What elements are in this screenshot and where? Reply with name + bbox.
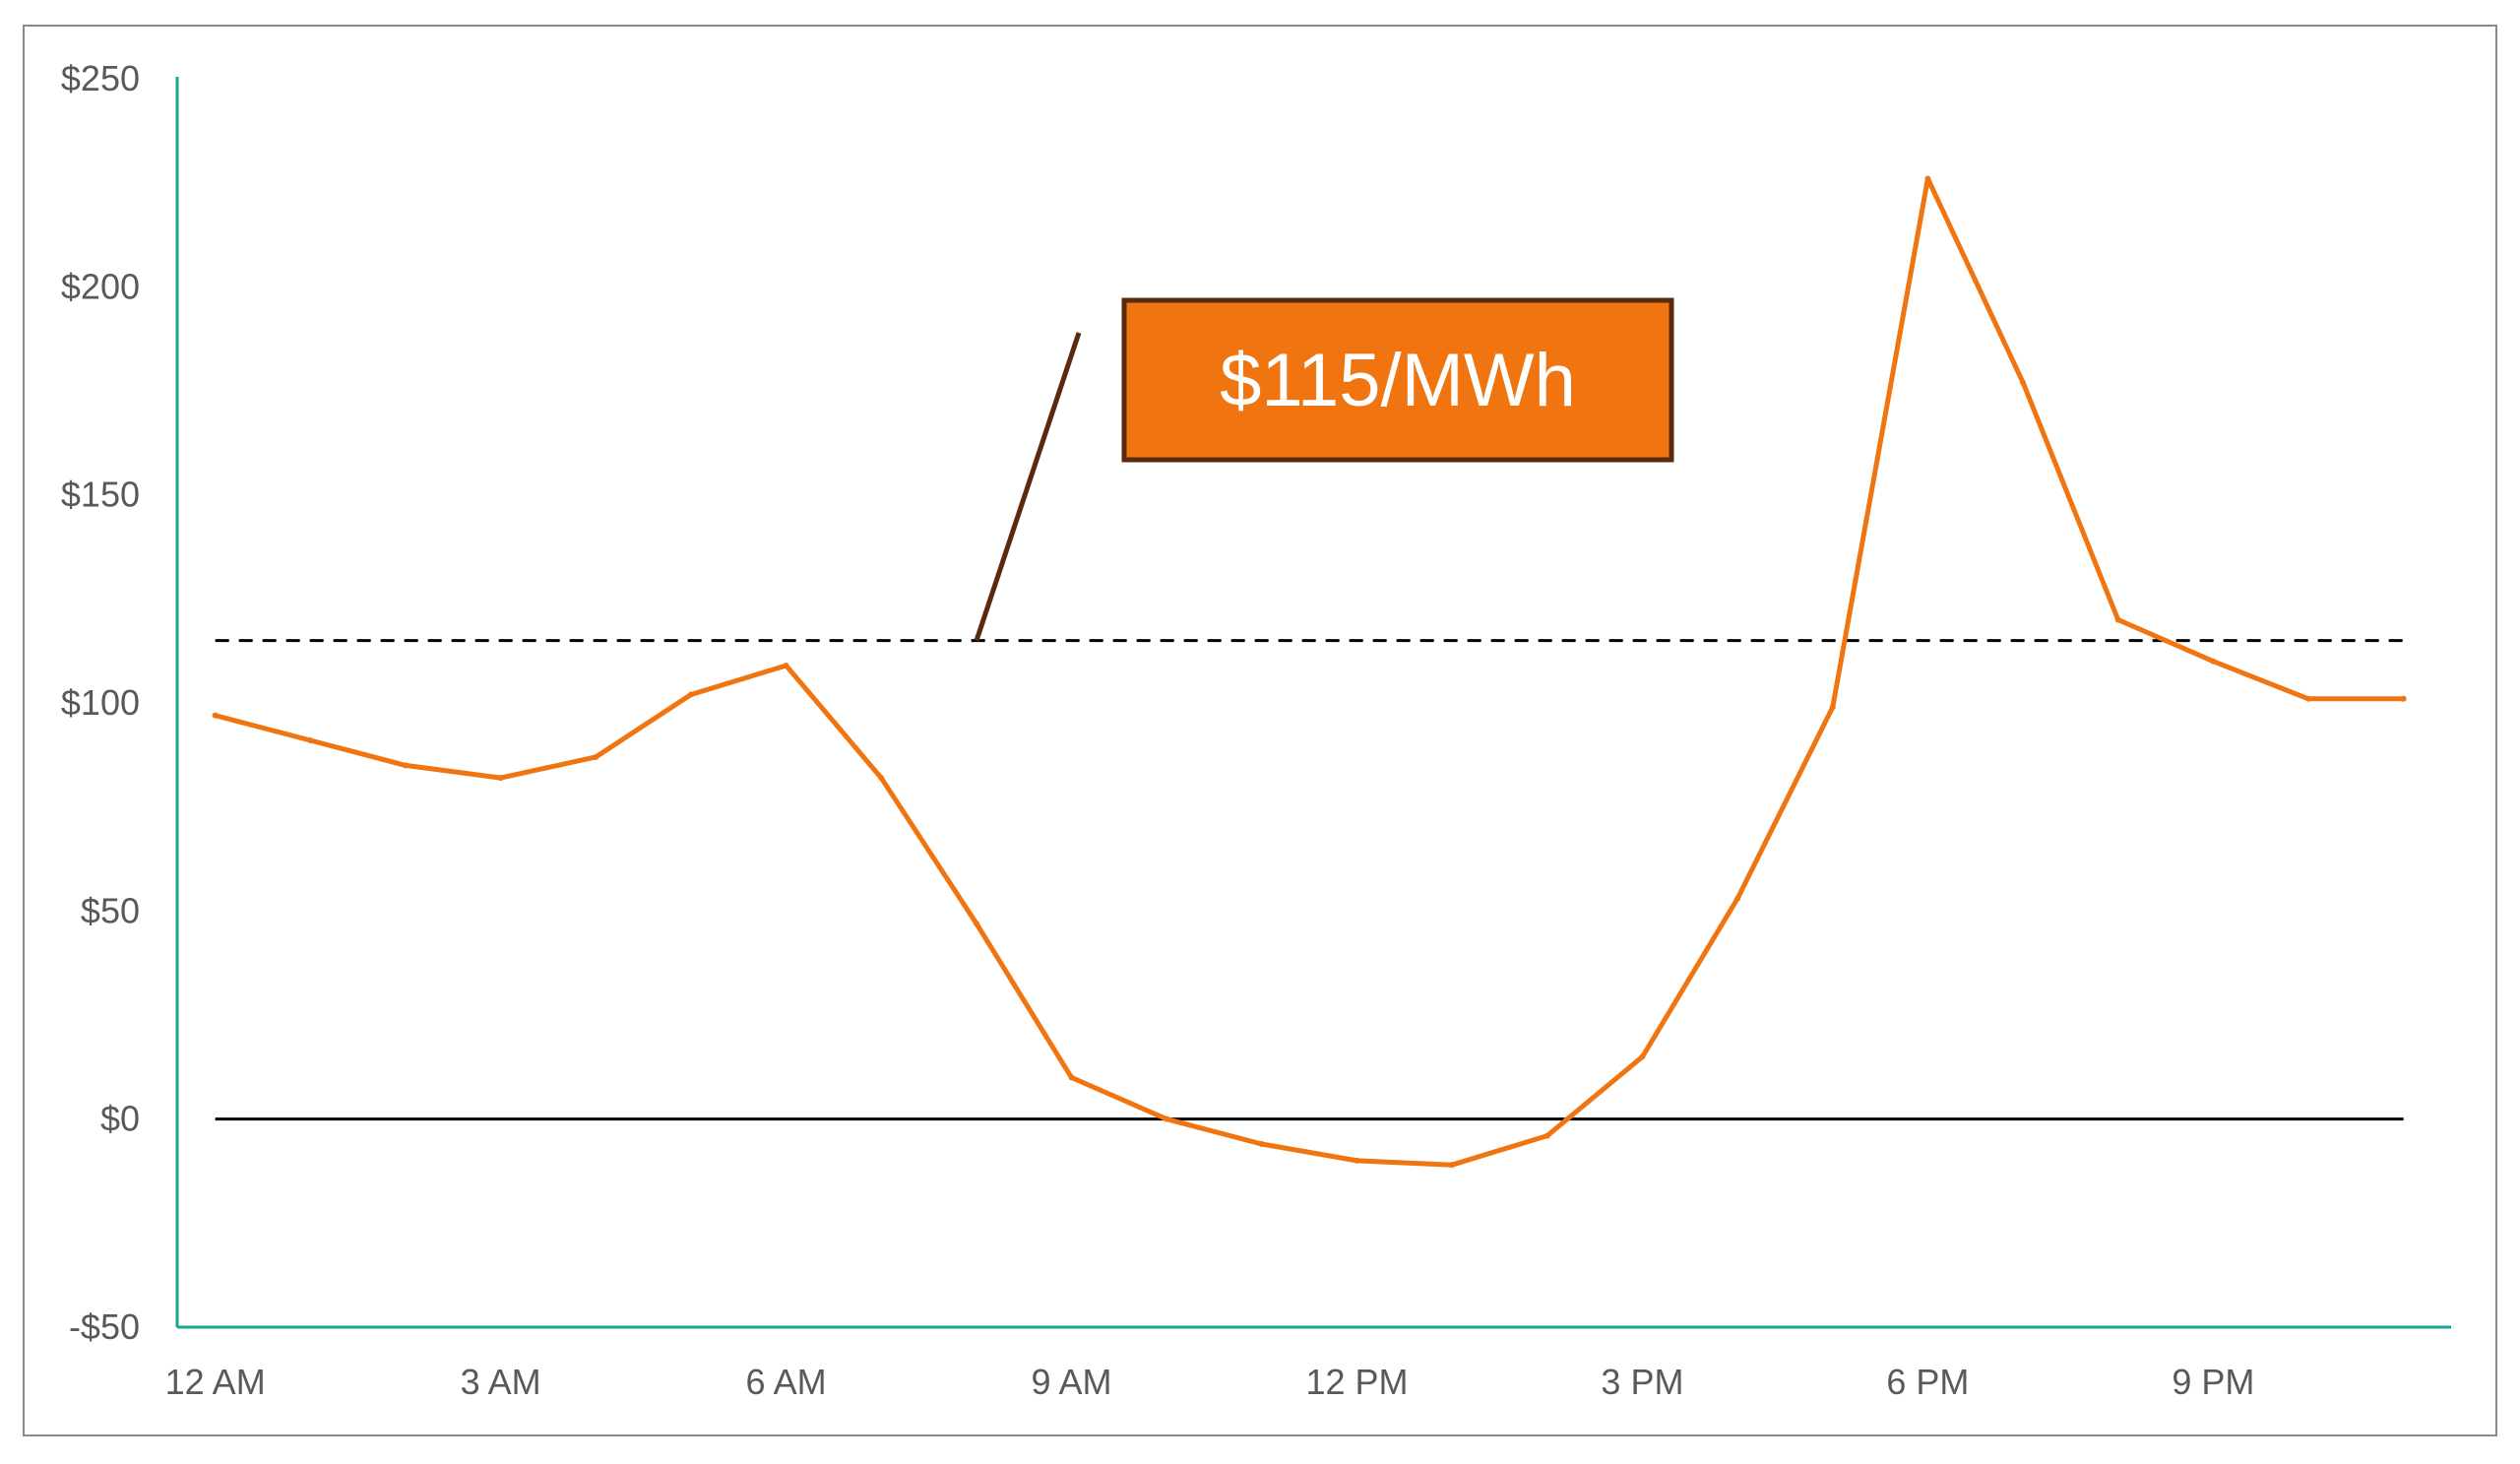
price-data-point xyxy=(2114,616,2121,623)
price-data-point xyxy=(2305,695,2312,702)
price-data-point xyxy=(1924,175,1931,182)
x-axis-tick-labels: 12 AM 3 AM 6 AM 9 AM 12 PM 3 PM 6 PM 9 PM xyxy=(165,1362,2255,1402)
chart-frame xyxy=(23,25,2497,1436)
price-data-point xyxy=(878,775,885,782)
price-data-point xyxy=(1639,1053,1646,1060)
x-tick-label: 9 PM xyxy=(2172,1362,2254,1402)
x-tick-label: 9 AM xyxy=(1032,1362,1112,1402)
price-data-point xyxy=(2210,658,2217,665)
price-data-point xyxy=(307,737,314,744)
x-tick-label: 12 PM xyxy=(1305,1362,1408,1402)
price-data-point xyxy=(1449,1162,1456,1169)
price-data-point xyxy=(973,921,979,927)
price-series-line xyxy=(213,175,2407,1168)
price-data-point xyxy=(212,712,219,719)
price-data-point xyxy=(593,753,599,760)
y-tick-label: $150 xyxy=(61,475,140,515)
x-tick-label: 6 AM xyxy=(746,1362,827,1402)
y-tick-label: $100 xyxy=(61,682,140,723)
annotation-leader-line xyxy=(974,332,1082,642)
price-data-point xyxy=(1829,704,1836,711)
x-tick-label: 12 AM xyxy=(165,1362,266,1402)
price-data-point xyxy=(783,662,789,668)
x-tick-label: 6 PM xyxy=(1886,1362,1969,1402)
price-data-point xyxy=(1068,1074,1075,1081)
x-tick-label: 3 PM xyxy=(1601,1362,1683,1402)
x-tick-label: 3 AM xyxy=(461,1362,541,1402)
y-tick-label: $250 xyxy=(61,58,140,98)
price-data-point xyxy=(2020,379,2027,386)
annotation-label: $115/MWh xyxy=(1220,339,1576,422)
price-data-point xyxy=(687,691,694,698)
annotation-box xyxy=(1121,297,1674,463)
price-data-point xyxy=(402,762,409,769)
price-data-point xyxy=(1544,1132,1550,1139)
y-tick-label: $200 xyxy=(61,266,140,306)
price-series-points xyxy=(212,175,2407,1169)
price-data-point xyxy=(1734,895,1741,902)
y-tick-label: $50 xyxy=(81,890,140,930)
price-data-point xyxy=(1354,1157,1360,1164)
price-data-point xyxy=(497,775,504,782)
price-data-point xyxy=(1258,1141,1265,1148)
y-axis-tick-labels: $250 $200 $150 $100 $50 $0 -$50 xyxy=(61,58,140,1347)
y-tick-label: -$50 xyxy=(69,1306,140,1347)
price-data-point xyxy=(1164,1115,1170,1122)
price-data-point xyxy=(2400,695,2407,702)
y-tick-label: $0 xyxy=(100,1099,140,1139)
